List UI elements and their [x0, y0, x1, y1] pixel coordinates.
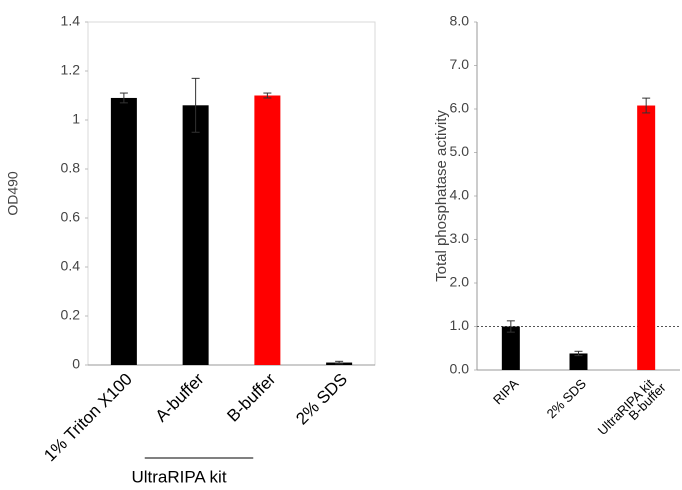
bar	[182, 105, 209, 366]
y-tick-label: 0	[72, 356, 80, 372]
y-tick-label: 1.4	[61, 13, 81, 29]
error-bar	[263, 92, 272, 99]
error-bar	[574, 350, 583, 357]
error-bar	[642, 97, 651, 114]
error-bar	[506, 320, 515, 333]
y-tick-label: 1.0	[450, 317, 470, 333]
y-tick-label: 0.0	[450, 361, 470, 377]
group-label: UltraRIPA kit	[131, 467, 226, 486]
y-tick-label: 0.6	[61, 209, 81, 225]
x-tick-label: A-buffer	[152, 369, 208, 425]
y-tick-label: 1.2	[61, 62, 81, 78]
bar	[110, 97, 137, 365]
error-bar	[191, 77, 200, 133]
y-tick-label: 7.0	[450, 56, 470, 72]
y-tick-label: 4.0	[450, 187, 470, 203]
x-tick-label: 2% SDS	[544, 376, 590, 422]
bar	[254, 95, 281, 365]
bar	[501, 326, 520, 370]
y-tick-label: 1	[72, 111, 80, 127]
x-tick-label: B-buffer	[223, 369, 279, 425]
error-bar	[119, 92, 128, 104]
y-axis-label: Total phosphatase activity	[433, 110, 450, 282]
x-tick-label: 1% Triton X100	[40, 370, 136, 466]
bar	[637, 105, 656, 371]
x-tick-label: RIPA	[490, 376, 522, 408]
y-tick-label: 0.8	[61, 160, 81, 176]
x-tick-label: 2% SDS	[292, 370, 351, 429]
y-tick-label: 0.4	[61, 258, 81, 274]
y-tick-label: 6.0	[450, 100, 470, 116]
y-tick-label: 2.0	[450, 274, 470, 290]
y-tick-label: 0.2	[61, 307, 81, 323]
y-tick-label: 5.0	[450, 143, 470, 159]
error-bar	[335, 360, 344, 365]
y-tick-label: 8.0	[450, 13, 470, 29]
y-tick-label: 3.0	[450, 230, 470, 246]
bar	[569, 353, 588, 370]
y-axis-label: OD490	[5, 171, 21, 216]
